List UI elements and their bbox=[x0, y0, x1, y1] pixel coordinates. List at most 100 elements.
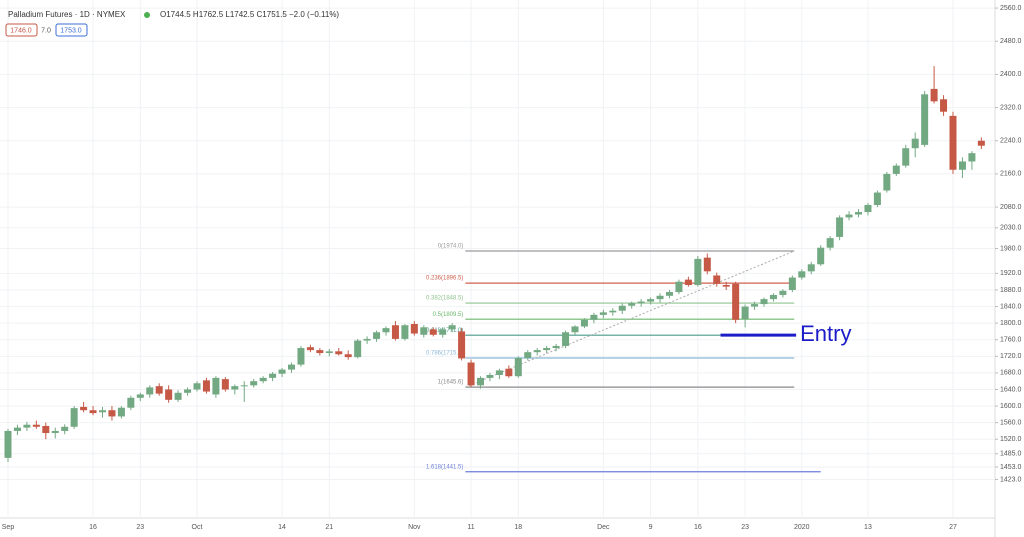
candle-body bbox=[675, 281, 683, 293]
x-tick-label: 23 bbox=[136, 524, 144, 531]
candle-body bbox=[628, 303, 636, 306]
candle-body bbox=[798, 271, 806, 278]
candle-body bbox=[902, 148, 910, 166]
fib-label: 0.786(1715.9) bbox=[426, 351, 463, 357]
candle-body bbox=[174, 392, 182, 400]
candle-body bbox=[779, 290, 787, 295]
candle-body bbox=[977, 140, 985, 146]
candle-body bbox=[552, 345, 560, 349]
y-tick-label: 1560.0 bbox=[1000, 419, 1022, 426]
candle-body bbox=[647, 299, 655, 302]
x-tick-label: 2020 bbox=[794, 524, 810, 531]
candle-body bbox=[136, 394, 144, 398]
candle-body bbox=[458, 331, 466, 359]
x-tick-label: 16 bbox=[694, 524, 702, 531]
candle-body bbox=[855, 212, 862, 215]
candle-body bbox=[4, 430, 12, 458]
sell-price: 1746.0 bbox=[10, 27, 32, 34]
candle-body bbox=[826, 238, 834, 248]
y-tick-label: 1485.0 bbox=[1000, 451, 1022, 458]
candle-body bbox=[732, 283, 740, 320]
fib-label: 0(1974.0) bbox=[438, 244, 464, 250]
candle-body bbox=[335, 351, 343, 355]
x-tick-label: Sep bbox=[2, 524, 15, 531]
y-tick-label: 1840.0 bbox=[1000, 303, 1022, 310]
candle-body bbox=[590, 314, 598, 320]
candle-body bbox=[99, 410, 106, 413]
candle-body bbox=[165, 389, 173, 400]
candle-body bbox=[505, 368, 513, 377]
candle-body bbox=[524, 352, 532, 358]
candle-body bbox=[155, 386, 163, 394]
candle-body bbox=[297, 348, 305, 365]
y-tick-label: 1680.0 bbox=[1000, 370, 1022, 377]
fib-label: 1(1645.6) bbox=[438, 380, 464, 386]
chart-title: Palladium Futures · 1D · NYMEX bbox=[8, 10, 126, 19]
candle-body bbox=[306, 347, 314, 351]
candle-body bbox=[684, 279, 692, 286]
candle-body bbox=[741, 306, 749, 320]
candle-body bbox=[949, 115, 957, 170]
candle-body bbox=[703, 257, 711, 272]
candle-body bbox=[146, 387, 154, 395]
y-tick-label: 2030.0 bbox=[1000, 225, 1022, 232]
candle-body bbox=[259, 377, 267, 382]
candle-body bbox=[117, 407, 125, 417]
candle-body bbox=[713, 275, 721, 284]
candle-body bbox=[911, 138, 919, 149]
sell-box bbox=[5, 23, 38, 37]
x-tick-label: 9 bbox=[649, 524, 653, 531]
candle-body bbox=[231, 386, 239, 390]
candle-body bbox=[760, 299, 768, 305]
candle-body bbox=[108, 410, 116, 417]
candle-body bbox=[127, 397, 135, 408]
candle-body bbox=[410, 323, 418, 334]
x-tick-label: 14 bbox=[278, 524, 286, 531]
y-tick-label: 1520.0 bbox=[1000, 436, 1022, 443]
candle-body bbox=[751, 304, 759, 307]
fib-label: 0.5(1809.5) bbox=[433, 312, 464, 318]
y-tick-label: 1980.0 bbox=[1000, 245, 1022, 252]
candle-body bbox=[13, 427, 21, 431]
candle-body bbox=[80, 406, 88, 411]
candle-body bbox=[477, 377, 484, 386]
x-tick-label: Oct bbox=[192, 524, 203, 531]
candle-body bbox=[788, 277, 796, 290]
candle-body bbox=[184, 389, 192, 393]
y-tick-label: 1423.0 bbox=[1000, 476, 1022, 483]
spread: 7.0 bbox=[41, 27, 51, 34]
y-tick-label: 1720.0 bbox=[1000, 353, 1022, 360]
candle-body bbox=[269, 373, 277, 378]
candle-body bbox=[486, 374, 494, 378]
y-tick-label: 1453.0 bbox=[1000, 464, 1022, 471]
x-tick-label: 21 bbox=[325, 524, 333, 531]
x-tick-label: 11 bbox=[467, 524, 474, 531]
y-tick-label: 2240.0 bbox=[1000, 138, 1022, 145]
y-tick-label: 2160.0 bbox=[1000, 171, 1022, 178]
candle-body bbox=[382, 328, 390, 333]
candle-body bbox=[656, 295, 664, 300]
candle-body bbox=[439, 329, 447, 335]
y-tick-label: 1640.0 bbox=[1000, 386, 1022, 393]
candle-body bbox=[316, 350, 324, 353]
candle-body bbox=[250, 381, 258, 386]
candle-body bbox=[845, 214, 853, 218]
y-tick-label: 1600.0 bbox=[1000, 403, 1022, 410]
candle-body bbox=[354, 340, 362, 358]
candle-body bbox=[883, 173, 891, 191]
candle-body bbox=[363, 338, 371, 341]
y-tick-label: 2480.0 bbox=[1000, 38, 1022, 45]
plot: 0(1974.0) 0.236(1896.5) 0.382(1848.5) 0.5(1… bbox=[4, 66, 985, 473]
fib-label: 0.236(1896.5) bbox=[426, 276, 463, 282]
candle-body bbox=[448, 325, 456, 330]
y-tick-label: 2080.0 bbox=[1000, 204, 1022, 211]
candle-body bbox=[599, 312, 607, 315]
y-tick-label: 1760.0 bbox=[1000, 337, 1022, 344]
x-tick-label: 18 bbox=[514, 524, 522, 531]
candle-body bbox=[618, 305, 626, 311]
candle-body bbox=[543, 348, 551, 351]
candle-body bbox=[694, 258, 702, 286]
fib-label: 1.618(1441.5) bbox=[426, 464, 463, 470]
